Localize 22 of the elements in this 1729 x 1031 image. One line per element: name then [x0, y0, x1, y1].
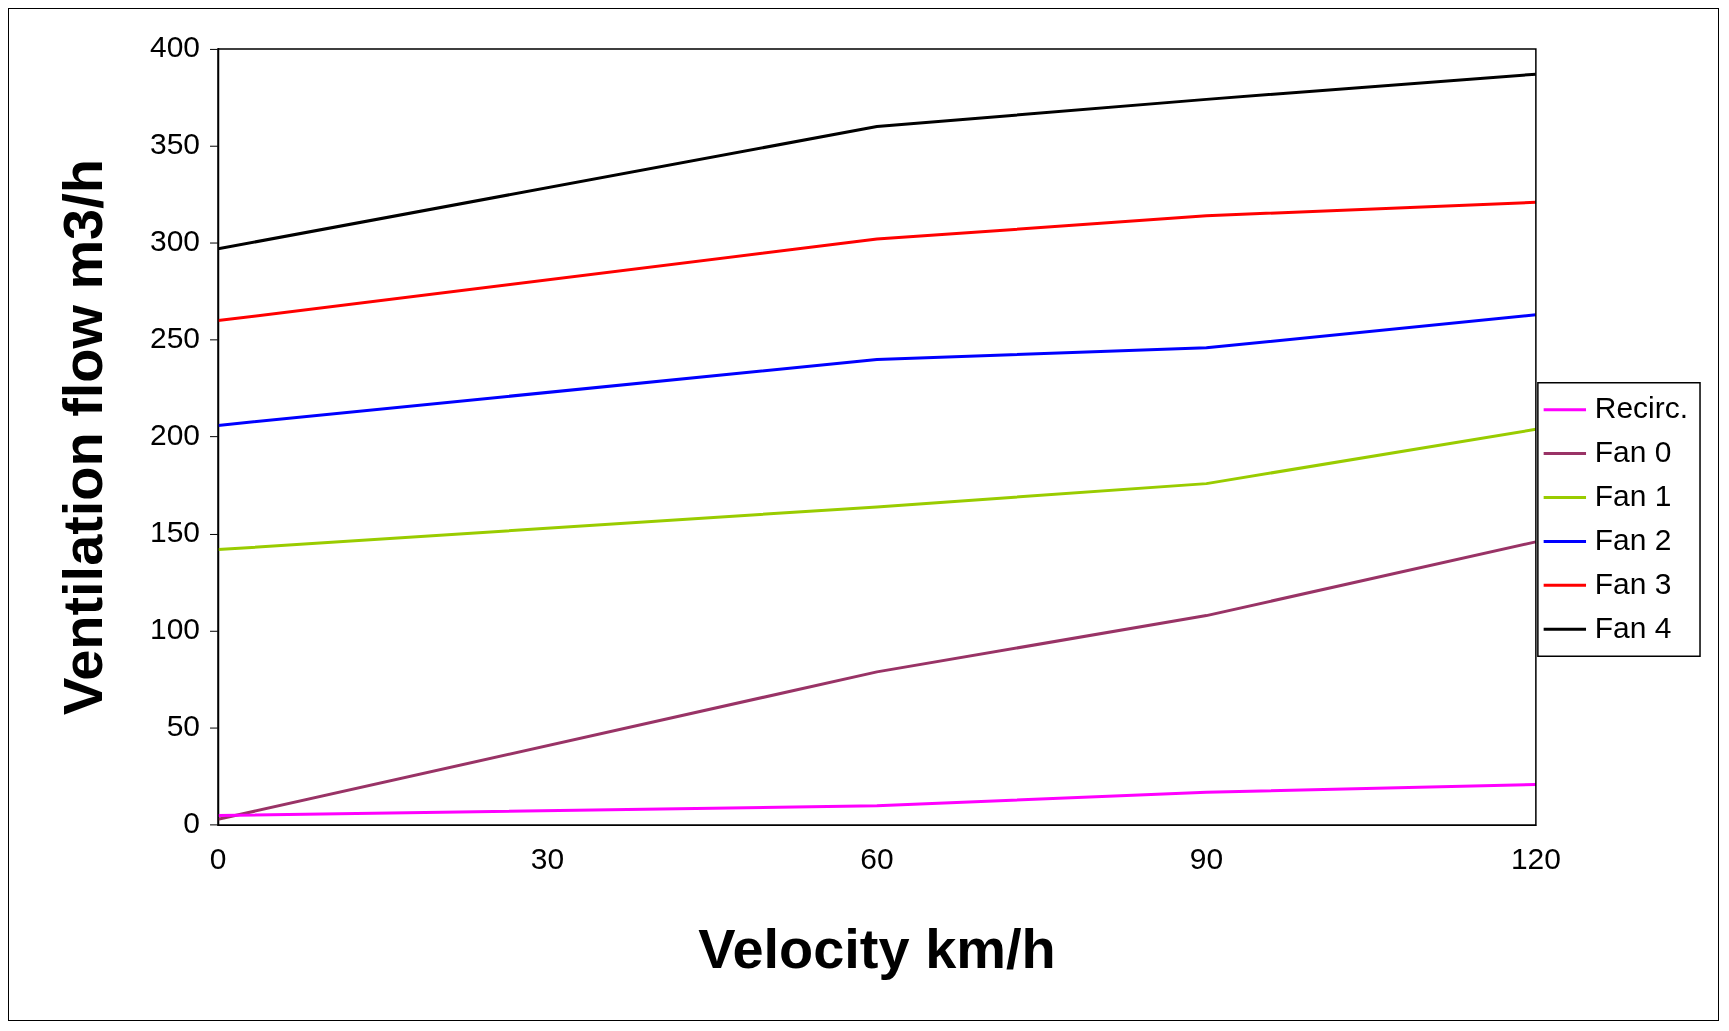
- legend-label: Fan 3: [1594, 566, 1672, 600]
- legend-label: Fan 0: [1594, 434, 1672, 468]
- y-tick-label: 350: [150, 127, 201, 161]
- x-tick-label: 120: [1510, 842, 1561, 876]
- y-tick-label: 300: [150, 224, 201, 258]
- x-axis-title: Velocity km/h: [698, 916, 1056, 980]
- legend-label: Fan 4: [1594, 610, 1672, 644]
- y-tick-label: 50: [166, 709, 201, 743]
- y-tick-label: 400: [150, 30, 201, 64]
- y-axis-title: Ventilation flow m3/h: [50, 159, 114, 715]
- y-tick-label: 150: [150, 515, 201, 549]
- legend-label: Fan 1: [1594, 478, 1672, 512]
- legend-label: Fan 2: [1594, 522, 1672, 556]
- y-tick-label: 250: [150, 321, 201, 355]
- x-tick-label: 60: [860, 842, 894, 876]
- y-tick-label: 0: [183, 806, 201, 840]
- y-tick-label: 100: [150, 612, 201, 646]
- x-tick-label: 30: [530, 842, 565, 876]
- x-tick-label: 90: [1189, 842, 1224, 876]
- x-tick-label: 0: [209, 842, 227, 876]
- legend-label: Recirc.: [1594, 390, 1688, 424]
- y-tick-label: 200: [150, 418, 201, 452]
